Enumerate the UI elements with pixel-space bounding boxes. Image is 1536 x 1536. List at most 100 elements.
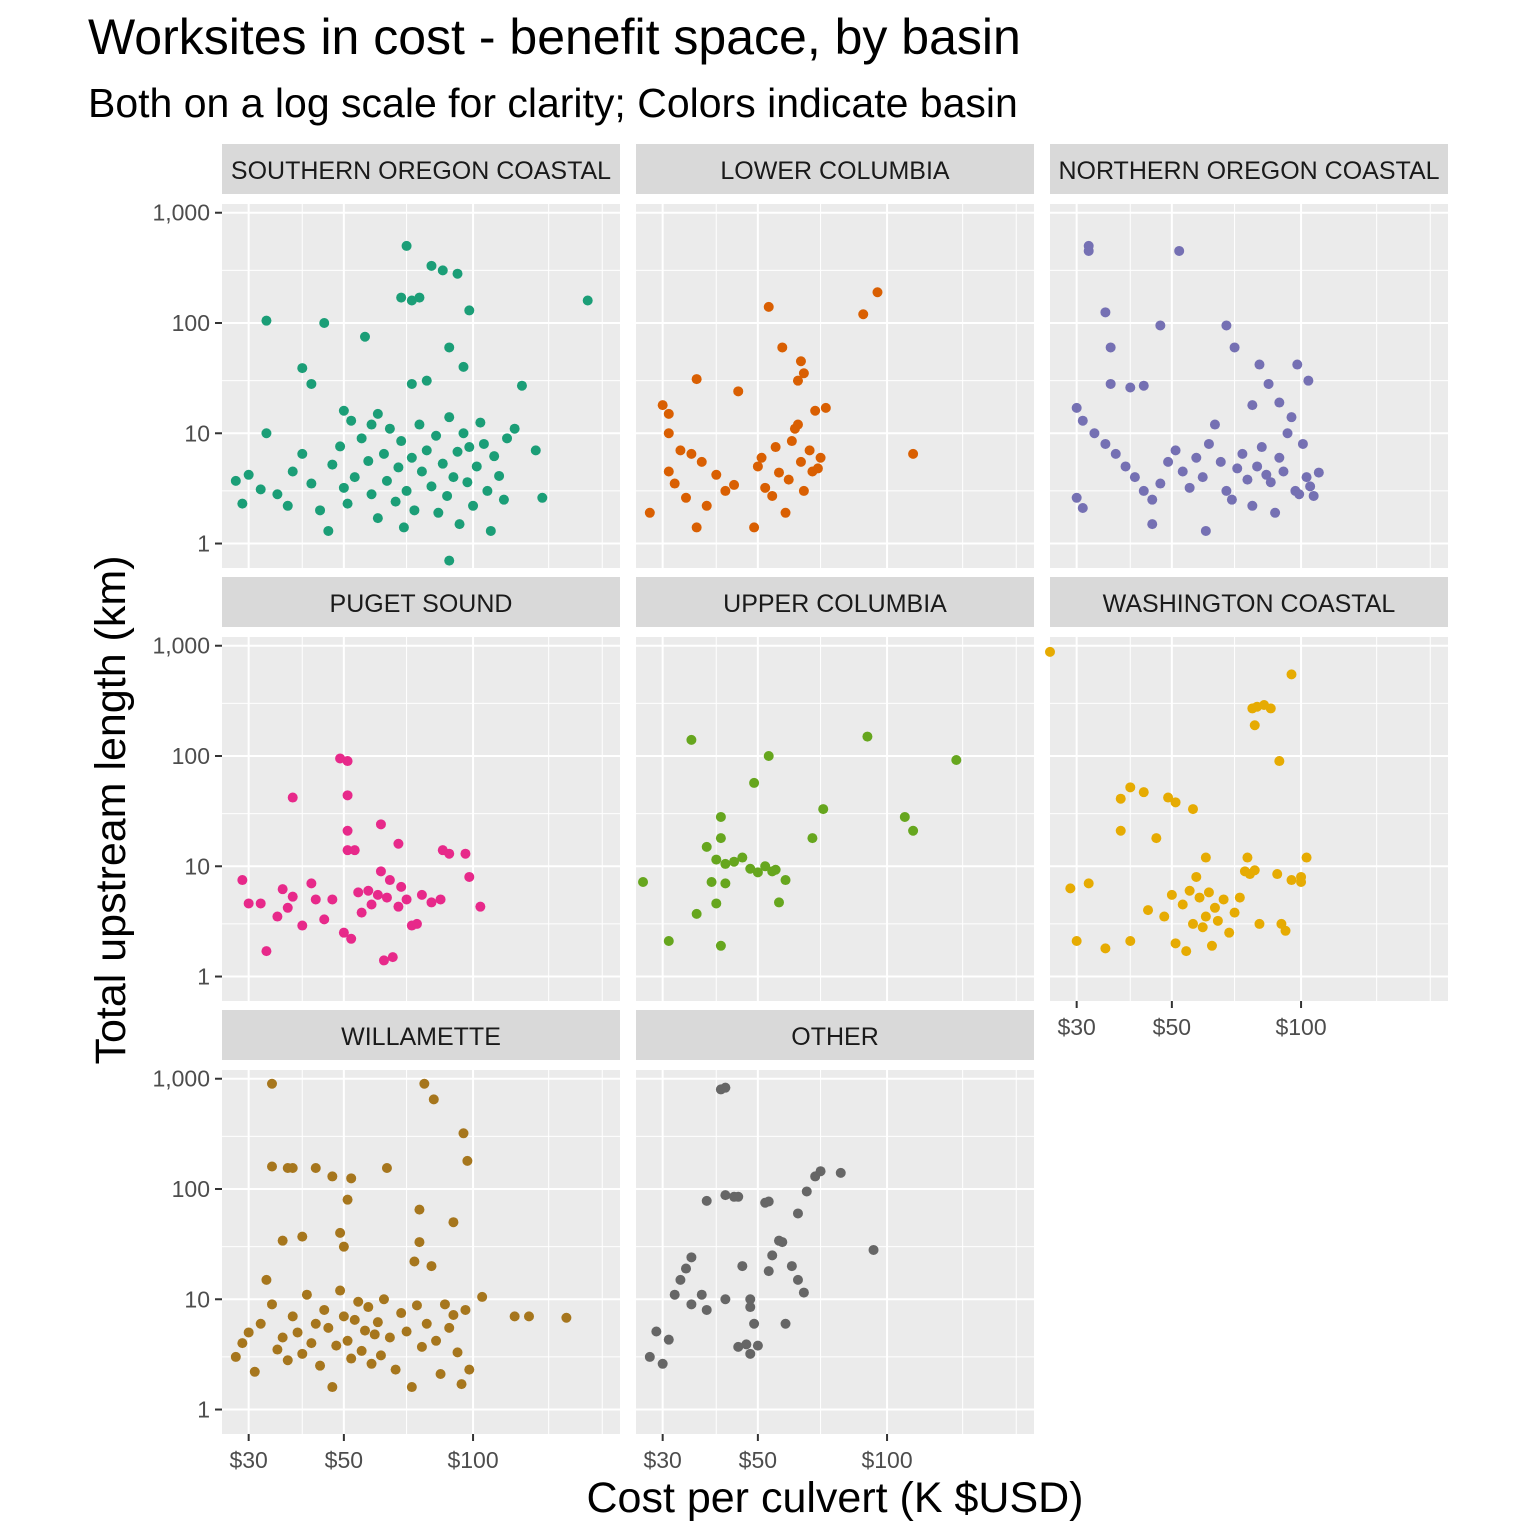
data-point — [908, 825, 919, 836]
data-point — [1110, 448, 1121, 459]
panel-background — [636, 637, 1034, 1001]
data-point — [342, 790, 353, 801]
data-point — [1286, 875, 1297, 886]
data-point — [737, 852, 748, 863]
y-tick-label: 10 — [184, 1286, 210, 1312]
data-point — [1301, 852, 1312, 863]
data-point — [437, 458, 448, 469]
data-point — [1218, 894, 1229, 905]
data-point — [777, 342, 788, 353]
panel-background — [222, 637, 620, 1001]
data-point — [435, 894, 446, 905]
data-point — [435, 1369, 446, 1380]
facet-strip-label: WILLAMETTE — [341, 1023, 501, 1051]
data-point — [301, 1289, 312, 1300]
data-point — [1254, 918, 1265, 929]
data-point — [1177, 899, 1188, 910]
data-point — [760, 861, 771, 872]
data-point — [780, 875, 791, 886]
data-point — [363, 456, 374, 467]
data-point — [1200, 911, 1211, 922]
data-point — [378, 955, 389, 966]
data-point — [381, 1163, 392, 1174]
data-point — [868, 1244, 879, 1255]
data-point — [372, 408, 383, 419]
data-point — [1209, 419, 1220, 430]
data-point — [342, 825, 353, 836]
data-point — [297, 920, 308, 931]
data-point — [477, 1291, 488, 1302]
data-point — [1187, 804, 1198, 815]
data-point — [786, 436, 797, 447]
data-point — [287, 792, 298, 803]
data-point — [381, 475, 392, 486]
data-point — [266, 1161, 277, 1172]
data-point — [745, 1302, 756, 1313]
data-point — [1234, 892, 1245, 903]
data-point — [701, 1195, 712, 1206]
data-point — [498, 494, 509, 505]
data-point — [1265, 477, 1276, 488]
data-point — [261, 428, 272, 439]
data-point — [437, 265, 448, 276]
x-tick-label: $50 — [739, 1447, 777, 1473]
data-point — [1120, 461, 1131, 472]
data-point — [1252, 461, 1263, 472]
data-point — [444, 555, 455, 566]
data-point — [1143, 905, 1154, 916]
data-point — [1105, 378, 1116, 389]
data-point — [366, 489, 377, 500]
data-point — [701, 841, 712, 852]
data-point — [255, 484, 266, 495]
data-point — [444, 342, 455, 353]
data-point — [335, 441, 346, 452]
data-point — [1115, 793, 1126, 804]
data-point — [741, 1339, 752, 1350]
data-point — [720, 1082, 731, 1093]
data-point — [1247, 400, 1258, 411]
data-point — [335, 1285, 346, 1296]
data-point — [749, 1318, 760, 1329]
data-point — [1261, 469, 1272, 480]
data-point — [749, 522, 760, 533]
data-point — [448, 1217, 459, 1228]
data-point — [409, 1256, 420, 1267]
data-point — [342, 1194, 353, 1205]
data-point — [663, 408, 674, 419]
y-tick-label: 1,000 — [152, 1066, 210, 1092]
data-point — [1215, 456, 1226, 467]
data-point — [1221, 485, 1232, 496]
x-tick-label: $100 — [861, 1447, 912, 1473]
y-tick-label: 1,000 — [152, 633, 210, 659]
data-point — [780, 507, 791, 518]
y-tick-label: 100 — [172, 743, 210, 769]
data-point — [1163, 456, 1174, 467]
data-point — [733, 1191, 744, 1202]
facet-panel: WILLAMETTE 1 10 100 1,000 $30 $50 $100 — [152, 1010, 620, 1473]
data-point — [644, 1351, 655, 1362]
data-point — [396, 1308, 407, 1319]
data-point — [680, 1263, 691, 1274]
data-point — [452, 1347, 463, 1358]
data-point — [1256, 442, 1267, 453]
data-point — [359, 331, 370, 342]
facet-strip — [1050, 577, 1448, 627]
data-point — [1206, 940, 1217, 951]
data-point — [711, 469, 722, 480]
panel-background — [1050, 637, 1448, 1001]
data-point — [1089, 428, 1100, 439]
data-point — [421, 1318, 432, 1329]
data-point — [335, 1227, 346, 1238]
data-point — [485, 525, 496, 536]
data-point — [272, 911, 283, 922]
data-point — [409, 505, 420, 516]
data-point — [282, 902, 293, 913]
chart-title: Worksites in cost - benefit space, by ba… — [88, 9, 1021, 65]
data-point — [353, 1296, 364, 1307]
data-point — [458, 428, 469, 439]
y-tick-label: 10 — [184, 420, 210, 446]
data-point — [1083, 878, 1094, 889]
data-point — [237, 875, 248, 886]
data-point — [331, 1340, 342, 1351]
